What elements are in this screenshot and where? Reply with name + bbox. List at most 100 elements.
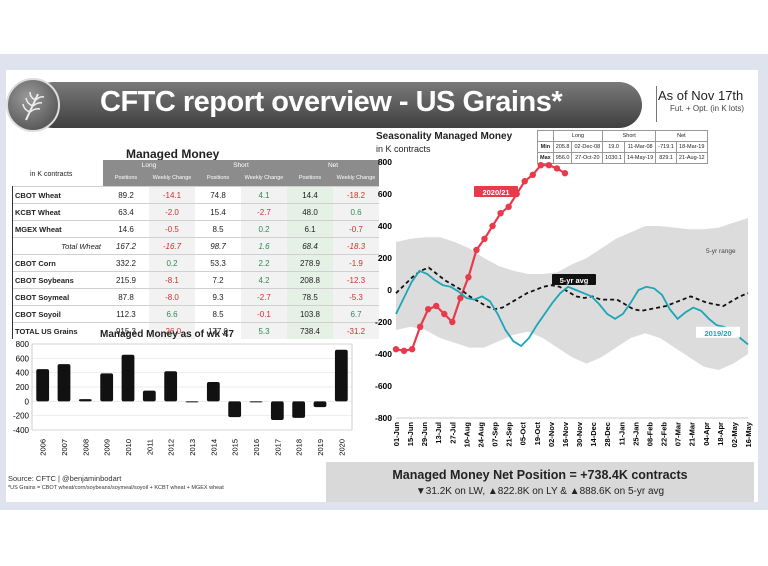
title-banner [30,82,642,128]
series-label: 2020/21 [482,188,509,197]
table-cell: -0.7 [333,220,379,238]
x-tick-label: 2010 [124,439,133,456]
x-tick-label: 11-Jan [617,422,626,446]
table-cell: 98.7 [195,237,241,255]
data-point [441,310,448,318]
bar [185,401,199,403]
table-cell: -0.5 [149,220,195,238]
table-cell: 177.0 [195,322,241,339]
stats-cell: 1030.1 [602,152,625,164]
group-header: Short [195,160,287,170]
x-tick-label: 10-Aug [462,422,471,448]
table-row: CBOT Wheat 89.2 -14.1 74.8 4.1 14.4 -18.2 [12,186,379,204]
x-tick-label: 2020 [337,439,346,456]
series-line [395,164,566,352]
stats-header: Short [602,130,657,142]
stats-cell: 21-Aug-12 [675,152,708,164]
data-point [465,274,472,281]
table-cell: 5.3 [241,322,287,339]
x-tick-label: 29-Jun [420,422,429,447]
x-tick-label: 2015 [231,439,240,456]
bar [334,349,348,402]
table-cell: 87.8 [103,288,149,306]
bar [100,373,114,402]
row-label: Total Wheat [12,237,103,255]
bar [142,390,156,402]
x-tick-label: 2008 [81,439,90,456]
table-row: Total Wheat 167.2 -16.7 98.7 1.6 68.4 -18.3 [12,237,379,255]
bar [121,354,135,402]
row-label: CBOT Soybeans [12,271,103,289]
x-tick-label: 2014 [209,439,218,456]
x-tick-label: 2007 [60,439,69,456]
y-tick-label: 0 [25,397,30,406]
x-tick-label: 08-Feb [645,422,654,447]
col-header: Weekly Change [333,170,379,187]
units-label: in K contracts [30,171,73,178]
series-label: 5-yr avg [560,276,589,285]
table-cell: 9.3 [195,288,241,306]
data-point [408,346,416,353]
series-line [395,266,749,312]
table-cell: 112.3 [103,305,149,323]
data-point [497,210,504,217]
stats-header: Net [655,130,708,142]
stats-cell: 205.8 [552,141,573,153]
as-of-subtitle: Fut. + Opt. (in K lots) [669,104,745,113]
stats-header [537,130,554,142]
data-point [416,323,424,330]
table-cell: -5.3 [333,288,379,306]
table-cell: 68.4 [287,237,333,255]
as-of-block: As of Nov 17th Fut. + Opt. (in K lots) [658,88,756,113]
data-point [561,170,569,177]
x-tick-label: 07-Mar [674,422,683,446]
table-row: CBOT Soymeal 87.8 -8.0 9.3 -2.7 78.5 -5.3 [12,288,379,306]
table-cell: 167.2 [103,237,149,255]
bar [206,381,220,402]
table-cell: 7.2 [195,271,241,289]
table-row: TOTAL US Grains 915.3 -26.0 177.0 5.3 738.4 -3… [12,322,379,339]
bar-chart-title: Managed Money as of wk 47 [100,329,234,340]
divider [656,86,657,122]
bar [313,401,327,408]
table-cell: -16.7 [149,237,195,255]
y-tick-label: 600 [378,189,392,199]
data-point [545,162,553,169]
stats-cell: 27-Oct-20 [571,152,604,164]
group-header: Long [103,160,195,170]
group-header: Net [287,160,379,170]
data-point [505,203,512,210]
x-tick-label: 15-Jun [406,422,415,447]
managed-money-table: Long Short Net Positions Weekly Change P… [12,160,379,339]
col-header: Positions [287,170,333,187]
table-cell: -31.2 [333,322,379,339]
stats-cell: -719.1 [655,141,677,153]
x-tick-label: 24-Aug [476,422,485,448]
table-cell: 48.0 [287,203,333,221]
y-tick-label: 400 [378,221,392,231]
col-header: Positions [195,170,241,187]
range-stats-table: Long Short Net Min 205.8 02-Dec-08 19.0 11-Mar-… [537,130,708,164]
x-tick-label: 25-Jan [631,422,640,446]
line-chart-ylabel: in K contracts [376,144,431,154]
range-label: 5-yr range [706,248,736,255]
table-cell: 14.6 [103,220,149,238]
bar [36,369,50,402]
series-line [395,269,749,348]
table-cell: 15.4 [195,203,241,221]
table-cell: 0.2 [241,220,287,238]
table-cell: 6.1 [287,220,333,238]
table-cell: -18.2 [333,186,379,204]
table-cell: -2.0 [149,203,195,221]
bar [57,364,71,402]
x-tick-label: 2011 [145,439,154,455]
x-tick-label: 05-Oct [519,421,528,445]
bar [249,401,263,403]
col-header: Positions [103,170,149,187]
x-tick-label: 02-May [730,421,739,447]
table-cell: 208.8 [287,271,333,289]
bar [78,399,92,402]
col-header: Weekly Change [241,170,287,187]
table-cell: 215.9 [103,271,149,289]
table-cell: -26.0 [149,322,195,339]
